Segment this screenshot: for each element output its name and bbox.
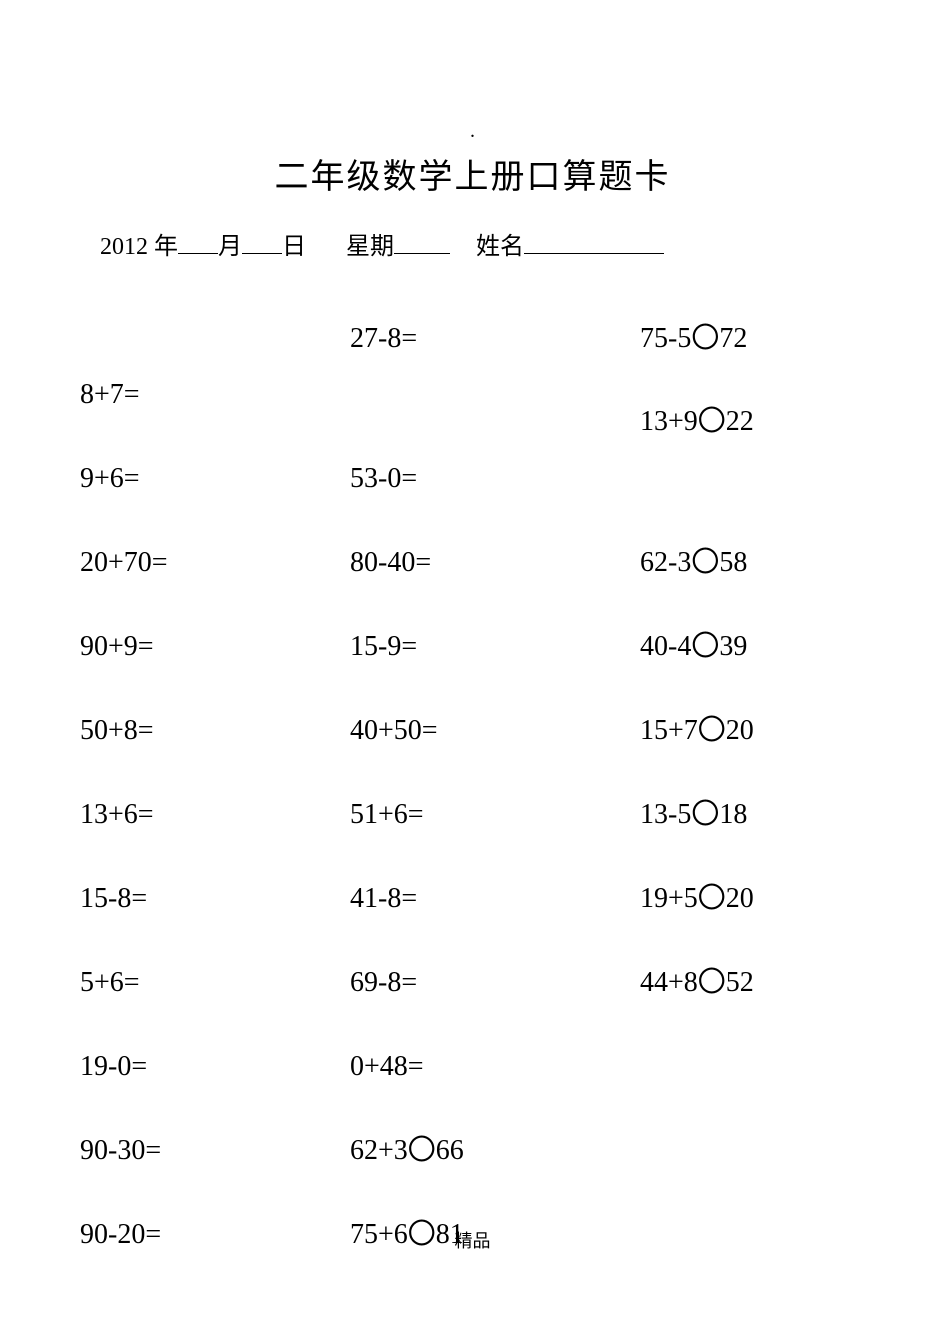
problem-cell[interactable]: 51+6= [350, 773, 464, 857]
problem-cell[interactable]: 27-8= [350, 297, 464, 381]
month-suffix: 月 [218, 226, 242, 261]
day-blank[interactable] [242, 230, 282, 254]
problems-grid: 8+7= 9+6= 20+70= 90+9= 50+8= 13+6= 15-8=… [80, 297, 865, 1253]
problem-cell[interactable]: 90-30= [80, 1109, 168, 1193]
problem-cell[interactable]: 44+8〇52 [640, 941, 754, 1025]
worksheet-page: . 二年级数学上册口算题卡 2012 年 月 日 星期 姓名 8+7= 9+6=… [0, 0, 945, 1293]
footer-text: 精品 [0, 1227, 945, 1253]
problem-cell[interactable]: 40+50= [350, 689, 464, 773]
problem-cell[interactable]: 15-9= [350, 605, 464, 689]
problem-cell[interactable]: 13+6= [80, 773, 168, 857]
weekday-label: 星期 [346, 226, 394, 261]
problem-cell[interactable]: 19-0= [80, 1025, 168, 1109]
problem-cell[interactable]: 62-3〇58 [640, 521, 754, 605]
weekday-blank[interactable] [394, 230, 450, 254]
page-title: 二年级数学上册口算题卡 [80, 149, 865, 198]
problem-cell[interactable]: 41-8= [350, 857, 464, 941]
problem-cell[interactable]: 80-40= [350, 521, 464, 605]
problem-cell[interactable]: 15-8= [80, 857, 168, 941]
problem-cell[interactable]: 53-0= [350, 437, 464, 521]
problem-cell[interactable]: 50+8= [80, 689, 168, 773]
header-dot: . [80, 120, 865, 143]
problem-cell[interactable]: 20+70= [80, 521, 168, 605]
problem-cell[interactable]: 13-5〇18 [640, 773, 754, 857]
name-blank[interactable] [524, 230, 664, 254]
problem-cell[interactable]: 0+48= [350, 1025, 464, 1109]
day-suffix: 日 [282, 226, 306, 261]
problem-cell[interactable]: 13+9〇22 [640, 381, 754, 463]
problem-cell[interactable]: 5+6= [80, 941, 168, 1025]
year-suffix: 年 [154, 226, 178, 261]
problem-cell[interactable]: 40-4〇39 [640, 605, 754, 689]
month-blank[interactable] [178, 230, 218, 254]
column-2: 27-8= 53-0= 80-40= 15-9= 40+50= 51+6= 41… [350, 297, 464, 1277]
year-value: 2012 [100, 234, 148, 261]
column-3: 75-5〇72 13+9〇22 62-3〇58 40-4〇39 15+7〇20 … [640, 297, 754, 1025]
problem-cell[interactable]: 69-8= [350, 941, 464, 1025]
problem-cell[interactable]: 8+7= [80, 353, 168, 437]
problem-cell[interactable]: 62+3〇66 [350, 1109, 464, 1193]
problem-cell[interactable]: 15+7〇20 [640, 689, 754, 773]
problem-cell[interactable]: 9+6= [80, 437, 168, 521]
problem-cell[interactable]: 75-5〇72 [640, 297, 754, 381]
problem-cell[interactable]: 19+5〇20 [640, 857, 754, 941]
info-line: 2012 年 月 日 星期 姓名 [80, 226, 865, 261]
name-label: 姓名 [476, 226, 524, 261]
column-1: 8+7= 9+6= 20+70= 90+9= 50+8= 13+6= 15-8=… [80, 353, 168, 1277]
problem-cell[interactable]: 90+9= [80, 605, 168, 689]
